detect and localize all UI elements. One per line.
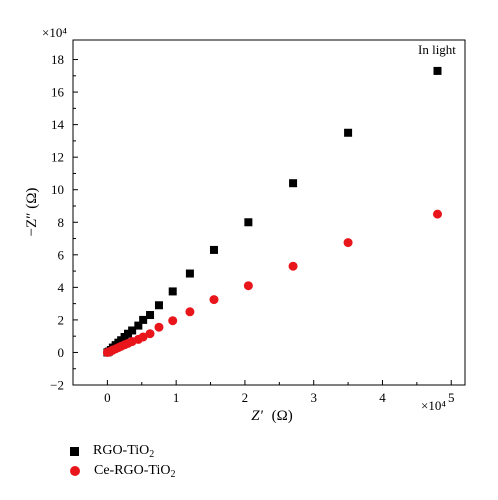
y-tick-label: 12 <box>51 150 64 165</box>
data-point-square <box>146 311 155 320</box>
y-tick-label: 14 <box>51 117 65 132</box>
data-points <box>102 66 442 357</box>
x-tick-label: 0 <box>104 390 111 405</box>
y-tick-label: 16 <box>51 85 65 100</box>
y-tick-label: −2 <box>50 378 64 393</box>
data-point-square <box>168 287 177 296</box>
x-axis-title-main: Z′ <box>251 408 263 424</box>
data-point-square <box>289 179 298 188</box>
data-point-circle <box>243 281 253 291</box>
data-point-circle <box>154 322 164 332</box>
y-tick-label: 10 <box>51 182 64 197</box>
data-point-circle <box>209 295 219 305</box>
legend-item-ce-rgo-tio2: Ce-RGO-TiO2 <box>70 463 176 480</box>
x-axis-title-unit: (Ω) <box>272 408 293 424</box>
data-point-square <box>185 269 194 278</box>
data-point-circle <box>185 307 195 317</box>
data-point-circle <box>138 332 148 342</box>
data-point-circle <box>145 329 155 339</box>
x-tick-label: 3 <box>310 390 317 405</box>
data-point-square <box>344 128 353 137</box>
data-point-square <box>154 301 163 310</box>
data-point-square <box>124 329 133 338</box>
x-tick-label: 5 <box>448 390 455 405</box>
legend-circle-marker <box>70 466 80 476</box>
data-point-square <box>134 321 143 330</box>
x-tick-label: 1 <box>173 390 180 405</box>
data-point-circle <box>288 261 298 271</box>
legend-label-rgo-tio2: RGO-TiO2 <box>93 443 155 460</box>
plot-frame <box>72 39 466 386</box>
chart-annotation: In light <box>418 42 456 57</box>
y-tick-label: 2 <box>58 312 65 327</box>
y-tick-label: 0 <box>58 345 65 360</box>
x-tick-label: 2 <box>242 390 249 405</box>
x-multiplier-label: ×10⁴ <box>421 398 446 413</box>
y-tick-label: 4 <box>58 280 65 295</box>
data-point-square <box>128 326 137 335</box>
x-axis-title: Z′ (Ω) <box>251 408 293 424</box>
legend-item-rgo-tio2: RGO-TiO2 <box>70 443 155 460</box>
data-point-square <box>244 218 253 227</box>
legend-label-ce-rgo-tio2: Ce-RGO-TiO2 <box>94 463 176 480</box>
data-point-square <box>209 245 218 254</box>
y-axis-title: −Z″ (Ω) <box>24 188 40 237</box>
data-point-circle <box>343 238 353 248</box>
x-tick-label: 4 <box>379 390 386 405</box>
y-tick-label: 18 <box>51 52 64 67</box>
data-point-square <box>139 315 148 324</box>
data-point-circle <box>168 316 178 326</box>
y-multiplier-label: ×10⁴ <box>42 25 67 40</box>
y-tick-label: 8 <box>58 215 65 230</box>
data-point-circle <box>432 209 442 219</box>
data-point-square <box>433 66 442 75</box>
y-tick-label: 6 <box>58 247 65 262</box>
legend-square-marker <box>70 446 79 456</box>
